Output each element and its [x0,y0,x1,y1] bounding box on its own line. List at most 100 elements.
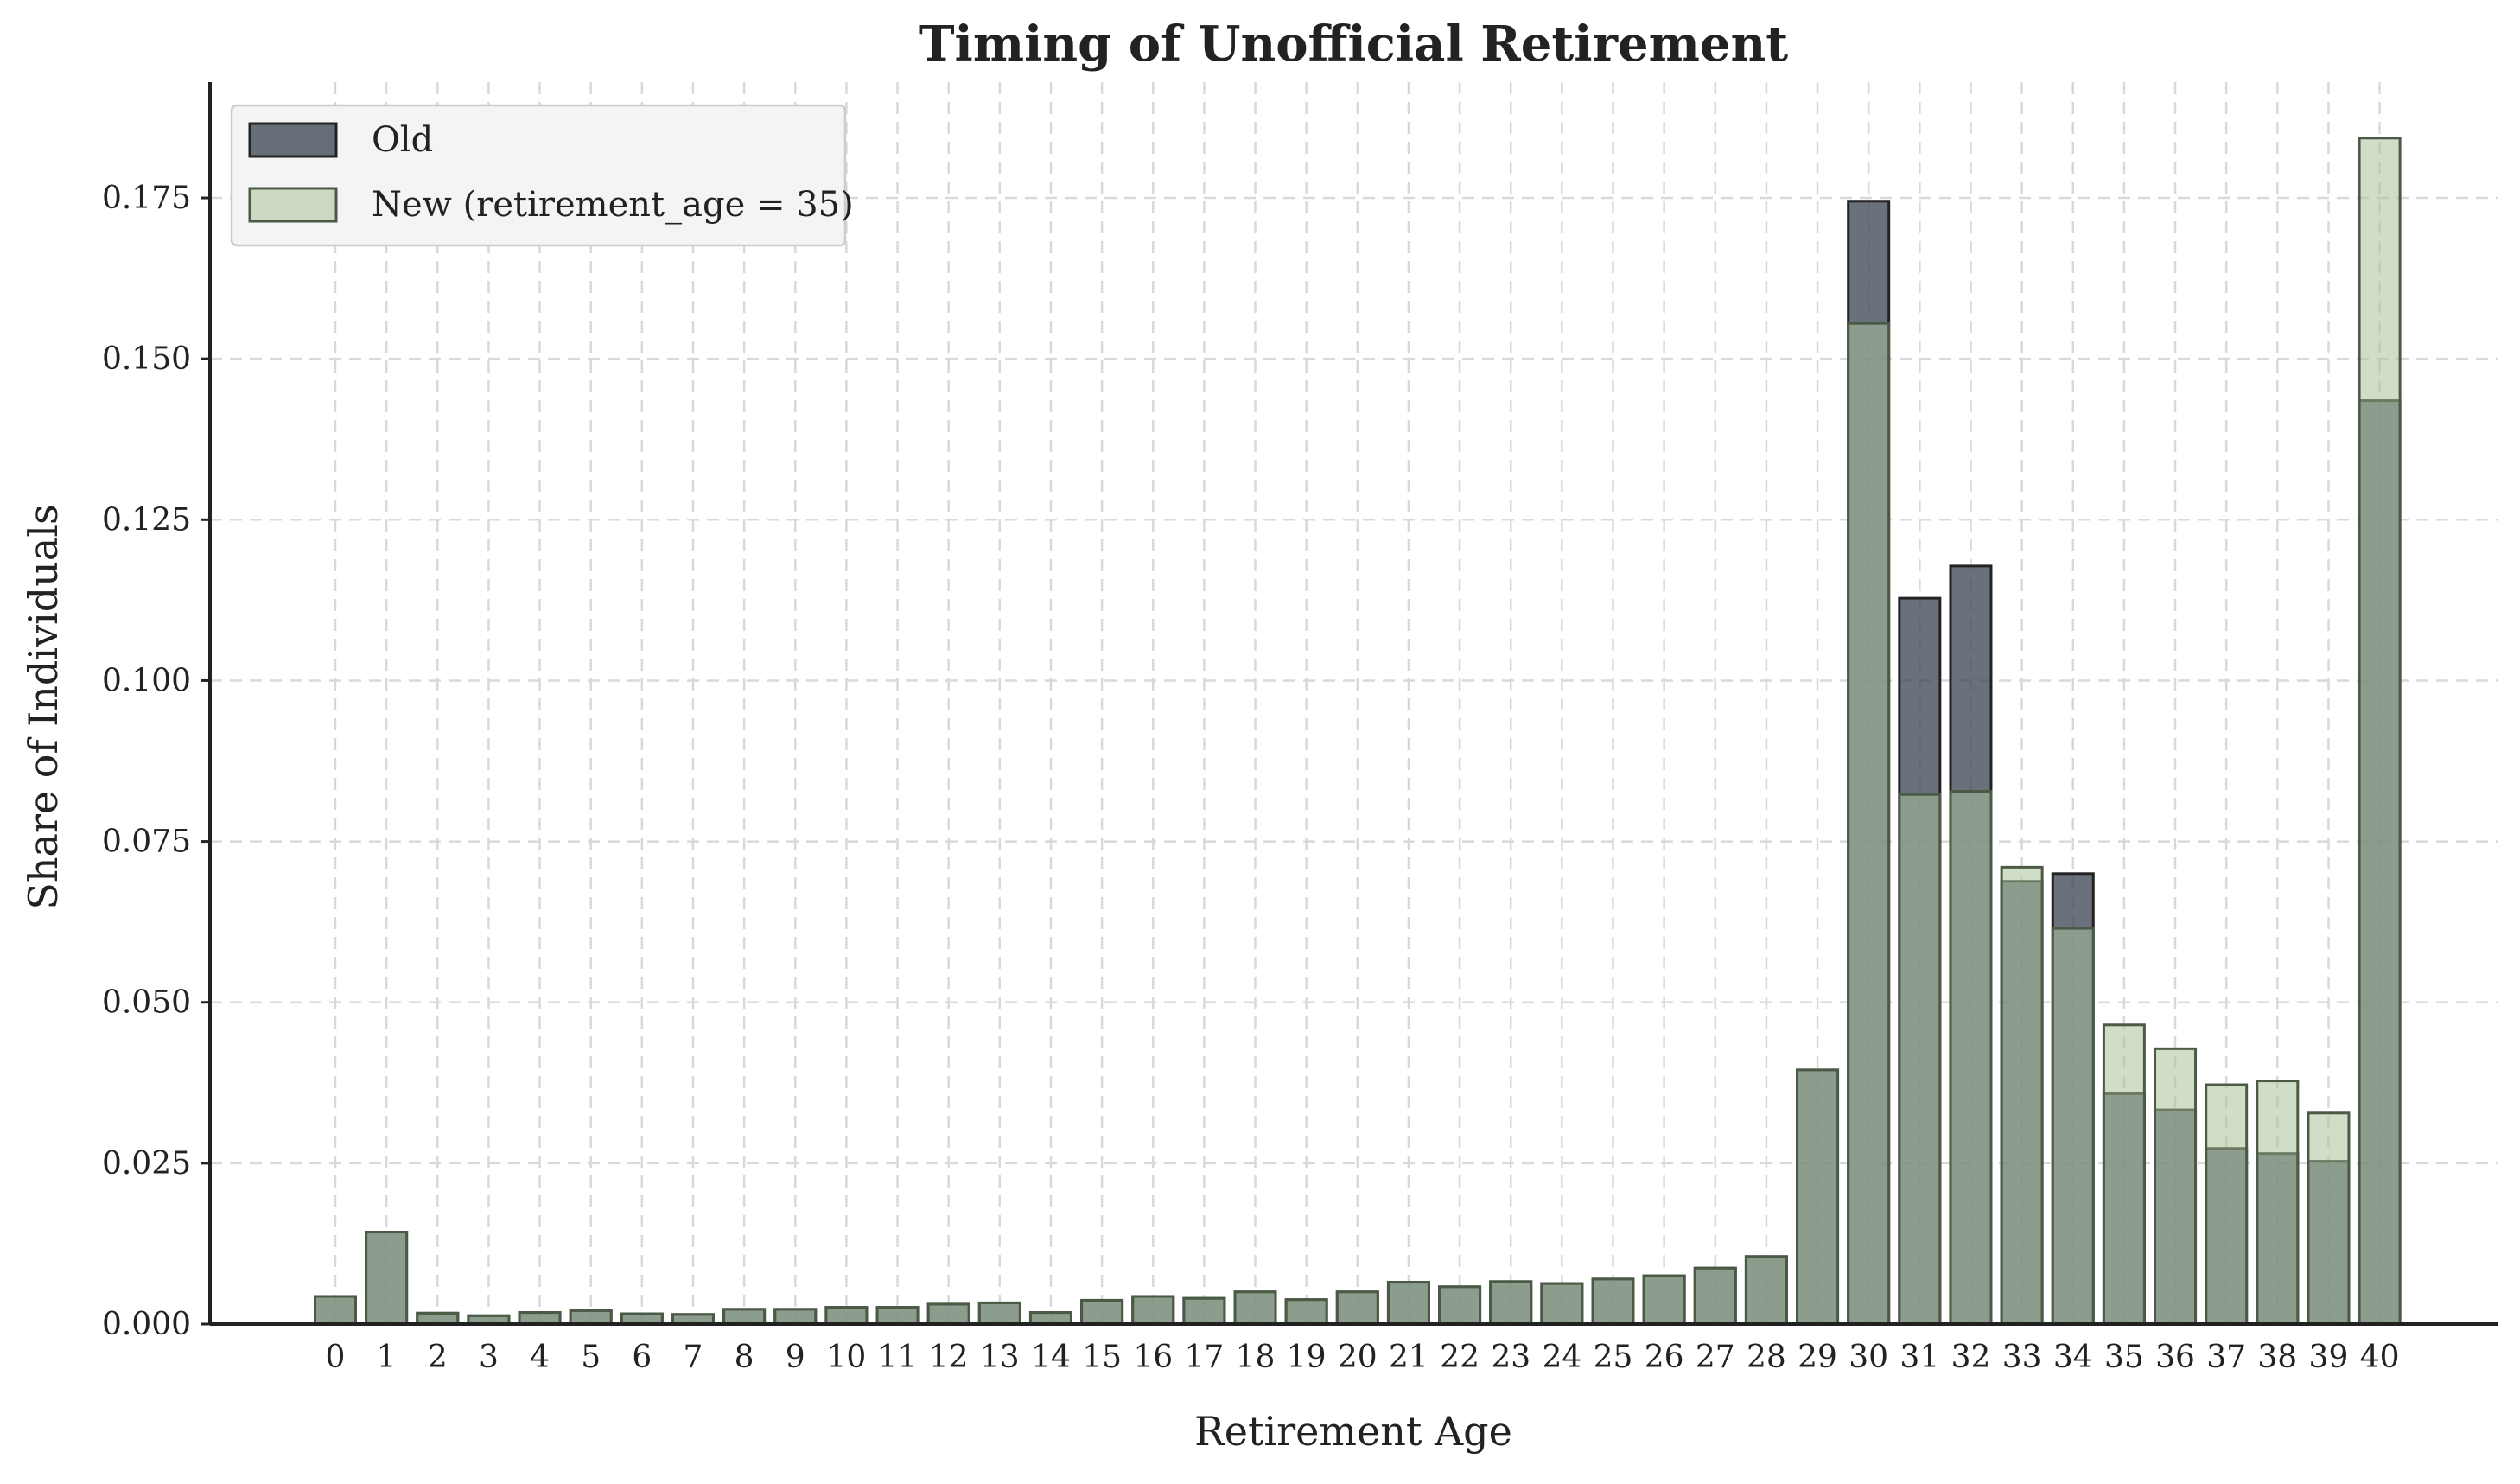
x-tick-label: 2 [428,1340,448,1375]
y-tick-label: 0.000 [102,1307,191,1342]
bar-new [314,1295,357,1326]
bar-new [2051,927,2095,1326]
bar-new [518,1311,562,1326]
y-tick-label: 0.050 [102,985,191,1021]
x-tick-label: 20 [1338,1340,1378,1375]
bar-new [773,1308,818,1326]
y-tick-label: 0.075 [102,825,191,860]
bar-new [1438,1285,1482,1326]
bar-new [1233,1290,1277,1326]
bar-new [2102,1023,2146,1326]
y-tick-label: 0.025 [102,1146,191,1181]
x-tick-label: 34 [2053,1340,2093,1375]
bar-new [2307,1111,2351,1326]
y-tick-label: 0.150 [102,341,191,377]
bar-new [1540,1282,1584,1326]
x-tick-label: 13 [980,1340,1020,1375]
bar-new [2000,865,2044,1326]
x-tick-label: 31 [1900,1340,1939,1375]
legend-label-old: Old [372,120,433,160]
x-tick-label: 8 [735,1340,754,1375]
bar-new [1796,1068,1840,1326]
bar-new [1028,1311,1072,1326]
x-axis-label: Retirement Age [1194,1408,1512,1455]
chart-title: Timing of Unofficial Retirement [919,16,1788,73]
x-tick-label: 3 [479,1340,499,1375]
y-axis-label: Share of Individuals [20,504,67,909]
legend-label-new: New (retirement_age = 35) [372,185,854,225]
x-tick-label: 39 [2309,1340,2349,1375]
x-tick-label: 10 [826,1340,866,1375]
x-tick-label: 40 [2360,1340,2400,1375]
y-tick-labels: 0.000 0.025 0.050 0.075 0.100 0.125 0.150 0.175 [102,181,210,1342]
x-tick-label: 9 [786,1340,805,1375]
x-tick-label: 15 [1082,1340,1122,1375]
x-tick-label: 24 [1542,1340,1581,1375]
x-tick-labels: 0 1 2 3 4 5 6 7 8 9 10 11 12 13 14 15 16 17 18 19 20 21 22 23 24… [326,1340,2400,1375]
x-tick-label: 11 [878,1340,918,1375]
x-tick-label: 36 [2155,1340,2195,1375]
x-tick-label: 5 [581,1340,601,1375]
x-tick-label: 4 [530,1340,550,1375]
x-tick-label: 22 [1440,1340,1480,1375]
x-tick-label: 0 [326,1340,346,1375]
bar-new [1284,1298,1328,1326]
legend-swatch-old [248,122,338,158]
x-tick-label: 14 [1031,1340,1071,1375]
legend: Old New (retirement_age = 35) [230,104,854,247]
bar-new [1335,1290,1379,1326]
y-tick-label: 0.175 [102,181,191,216]
bar-new [875,1306,920,1326]
bar-new [1591,1277,1635,1326]
x-tick-label: 17 [1184,1340,1224,1375]
x-tick-label: 30 [1849,1340,1888,1375]
bar-new [926,1302,970,1326]
x-tick-label: 33 [2002,1340,2042,1375]
x-tick-label: 26 [1645,1340,1684,1375]
x-tick-label: 25 [1594,1340,1633,1375]
x-tick-label: 28 [1747,1340,1786,1375]
bar-new [2358,137,2402,1326]
y-tick-label: 0.100 [102,663,191,698]
x-tick-label: 38 [2257,1340,2297,1375]
bar-new [1386,1281,1430,1326]
bar-new [2205,1083,2249,1326]
bar-new [1949,790,1993,1326]
y-tick-label: 0.125 [102,502,191,538]
bar-new [1489,1280,1533,1326]
bar-new [365,1231,409,1326]
bar-new [722,1308,767,1326]
bar-new [2256,1080,2300,1326]
x-tick-label: 6 [632,1340,652,1375]
x-tick-label: 16 [1133,1340,1173,1375]
x-tick-label: 18 [1236,1340,1276,1375]
x-tick-label: 32 [1951,1340,1991,1375]
legend-box [230,104,847,247]
bar-new [2154,1047,2198,1326]
bar-new [1898,793,1942,1326]
bar-new [1131,1295,1175,1326]
bar-new [1847,322,1891,1326]
x-tick-label: 21 [1389,1340,1429,1375]
bar-new [1693,1266,1737,1326]
x-tick-label: 1 [377,1340,397,1375]
x-tick-label: 35 [2104,1340,2144,1375]
bar-new [1080,1298,1124,1326]
x-tick-label: 27 [1696,1340,1735,1375]
x-tick-label: 7 [684,1340,703,1375]
axes-layer [208,82,2498,1326]
bar-new [569,1309,613,1326]
x-tick-label: 37 [2206,1340,2246,1375]
x-tick-label: 12 [929,1340,969,1375]
bar-new [1642,1274,1686,1326]
x-tick-label: 29 [1798,1340,1837,1375]
x-tick-label: 23 [1491,1340,1530,1375]
bar-new [977,1301,1021,1326]
x-tick-label: 19 [1287,1340,1327,1375]
bar-new [1744,1255,1788,1326]
legend-swatch-new [248,187,338,223]
bar-new [824,1306,869,1326]
bar-new [1182,1296,1226,1326]
